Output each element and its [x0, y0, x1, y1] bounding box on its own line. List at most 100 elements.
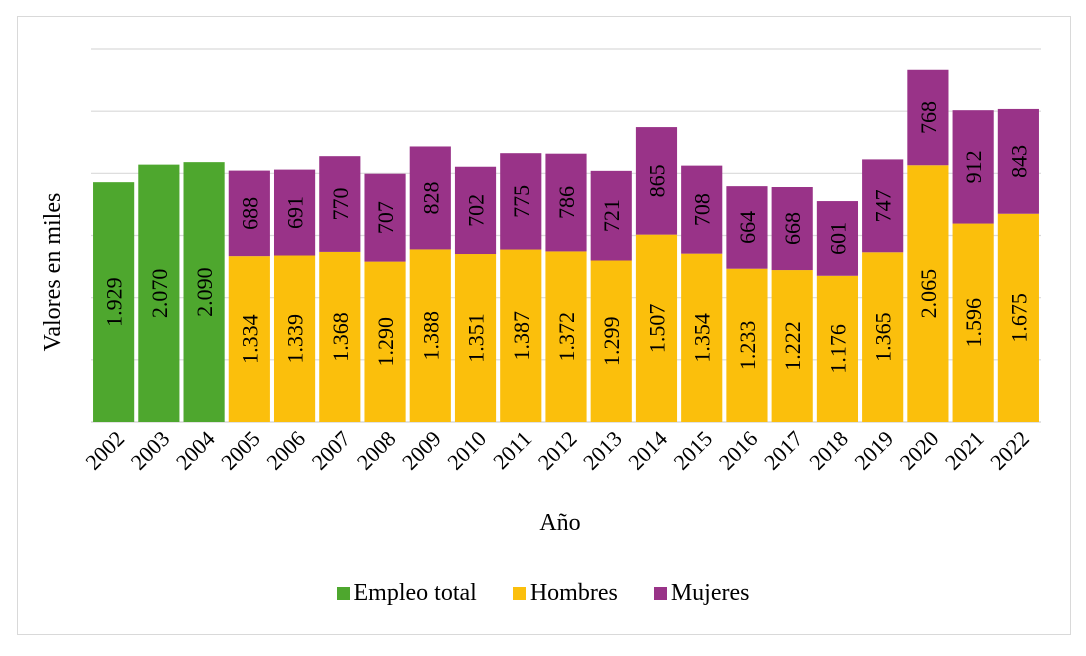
data-label: 691 [283, 196, 308, 229]
data-label: 786 [554, 186, 579, 219]
bar-hombres-2022 [997, 213, 1039, 422]
legend-swatch-empleo-total [336, 587, 350, 600]
data-label: 828 [418, 181, 443, 214]
bar-hombres-2007 [319, 251, 361, 422]
bar-hombres-2015 [681, 253, 723, 422]
bar-mujeres-2020 [907, 69, 949, 166]
bar-mujeres-2015 [681, 165, 723, 254]
bar-hombres-2021 [952, 223, 994, 422]
data-label: 1.233 [735, 321, 760, 371]
bar-mujeres-2013 [590, 170, 632, 261]
bar-mujeres-2021 [952, 110, 994, 224]
x-tick-label: 2005 [216, 426, 265, 475]
x-tick-label: 2019 [849, 426, 898, 475]
data-label: 1.334 [237, 314, 262, 364]
bar-mujeres-2022 [997, 108, 1039, 214]
data-label: 601 [825, 222, 850, 255]
bar-empleo-total-2003 [138, 164, 180, 422]
bar-empleo-total-2002 [93, 182, 135, 422]
bar-hombres-2005 [228, 256, 270, 422]
data-label: 865 [644, 164, 669, 197]
bar-hombres-2019 [862, 252, 904, 422]
x-tick-label: 2008 [352, 426, 401, 475]
legend: Empleo total Hombres Mujeres [0, 580, 1086, 607]
legend-swatch-mujeres [653, 587, 667, 600]
y-axis-label: Valores en miles [40, 193, 66, 352]
data-label: 775 [509, 185, 534, 218]
data-label: 770 [328, 188, 353, 221]
data-label: 2.090 [192, 267, 217, 317]
x-tick-label: 2017 [759, 426, 808, 475]
x-tick-label: 2002 [80, 426, 129, 475]
data-label: 912 [961, 150, 986, 183]
legend-item-hombres: Hombres [512, 580, 618, 607]
x-tick-label: 2004 [171, 426, 220, 475]
data-label: 1.387 [509, 311, 534, 361]
data-label: 688 [237, 197, 262, 230]
bar-mujeres-2009 [409, 146, 451, 250]
x-tick-label: 2006 [261, 426, 310, 475]
legend-label-hombres: Hombres [529, 580, 618, 606]
bar-hombres-2012 [545, 251, 587, 422]
bar-mujeres-2011 [500, 153, 542, 250]
bar-mujeres-2012 [545, 153, 587, 252]
legend-item-mujeres: Mujeres [653, 580, 750, 607]
bar-mujeres-2007 [319, 156, 361, 252]
data-label: 2.065 [916, 269, 941, 319]
data-label: 1.354 [690, 313, 715, 363]
legend-swatch-hombres [512, 587, 526, 600]
bar-hombres-2009 [409, 249, 451, 422]
x-tick-label: 2016 [714, 426, 763, 475]
data-label: 1.372 [554, 312, 579, 362]
x-axis-label: Año [539, 510, 580, 536]
bar-empleo-total-2004 [183, 162, 225, 423]
legend-label-empleo-total: Empleo total [353, 580, 477, 606]
x-tick-label: 2009 [397, 426, 446, 475]
data-label: 707 [373, 201, 398, 234]
data-label: 668 [780, 212, 805, 245]
x-tick-label: 2018 [804, 426, 853, 475]
data-label: 1.290 [373, 317, 398, 367]
x-tick-label: 2003 [126, 426, 175, 475]
data-label: 1.675 [1006, 293, 1031, 343]
bar-mujeres-2016 [726, 186, 768, 269]
data-label: 2.070 [147, 269, 172, 319]
data-label: 1.176 [825, 324, 850, 374]
data-label: 768 [916, 101, 941, 134]
bar-hombres-2014 [635, 234, 678, 422]
data-label: 1.596 [961, 298, 986, 348]
data-label: 1.351 [464, 313, 489, 363]
data-label: 747 [871, 189, 896, 222]
legend-label-mujeres: Mujeres [670, 580, 750, 606]
x-tick-label: 2010 [442, 426, 491, 475]
bar-hombres-2017 [771, 270, 813, 422]
bar-mujeres-2017 [771, 187, 813, 271]
data-label: 664 [735, 211, 760, 244]
bar-hombres-2020 [907, 165, 949, 423]
x-tick-labels: 2002200320042005200620072008200920102011… [80, 426, 1034, 475]
x-tick-label: 2015 [668, 426, 717, 475]
data-label: 843 [1006, 145, 1031, 178]
data-label: 721 [599, 199, 624, 232]
bar-mujeres-2010 [454, 166, 497, 255]
bar-hombres-2013 [590, 260, 632, 422]
bar-mujeres-2018 [816, 201, 859, 276]
data-label: 708 [690, 193, 715, 226]
bar-hombres-2006 [273, 255, 316, 422]
bar-hombres-2018 [816, 275, 859, 422]
data-label: 1.388 [418, 311, 443, 361]
x-tick-label: 2014 [623, 426, 672, 475]
x-tick-label: 2007 [307, 426, 356, 475]
data-label: 1.368 [328, 312, 353, 362]
bar-mujeres-2008 [364, 173, 406, 262]
bar-hombres-2011 [500, 249, 542, 422]
bar-mujeres-2019 [862, 159, 904, 253]
legend-item-empleo-total: Empleo total [336, 580, 477, 607]
bar-mujeres-2005 [228, 170, 270, 257]
bar-hombres-2008 [364, 261, 406, 422]
data-label: 1.507 [644, 304, 669, 354]
data-label: 1.929 [102, 277, 127, 327]
x-tick-label: 2020 [895, 426, 944, 475]
x-tick-label: 2012 [533, 426, 582, 475]
x-tick-label: 2021 [940, 426, 989, 475]
